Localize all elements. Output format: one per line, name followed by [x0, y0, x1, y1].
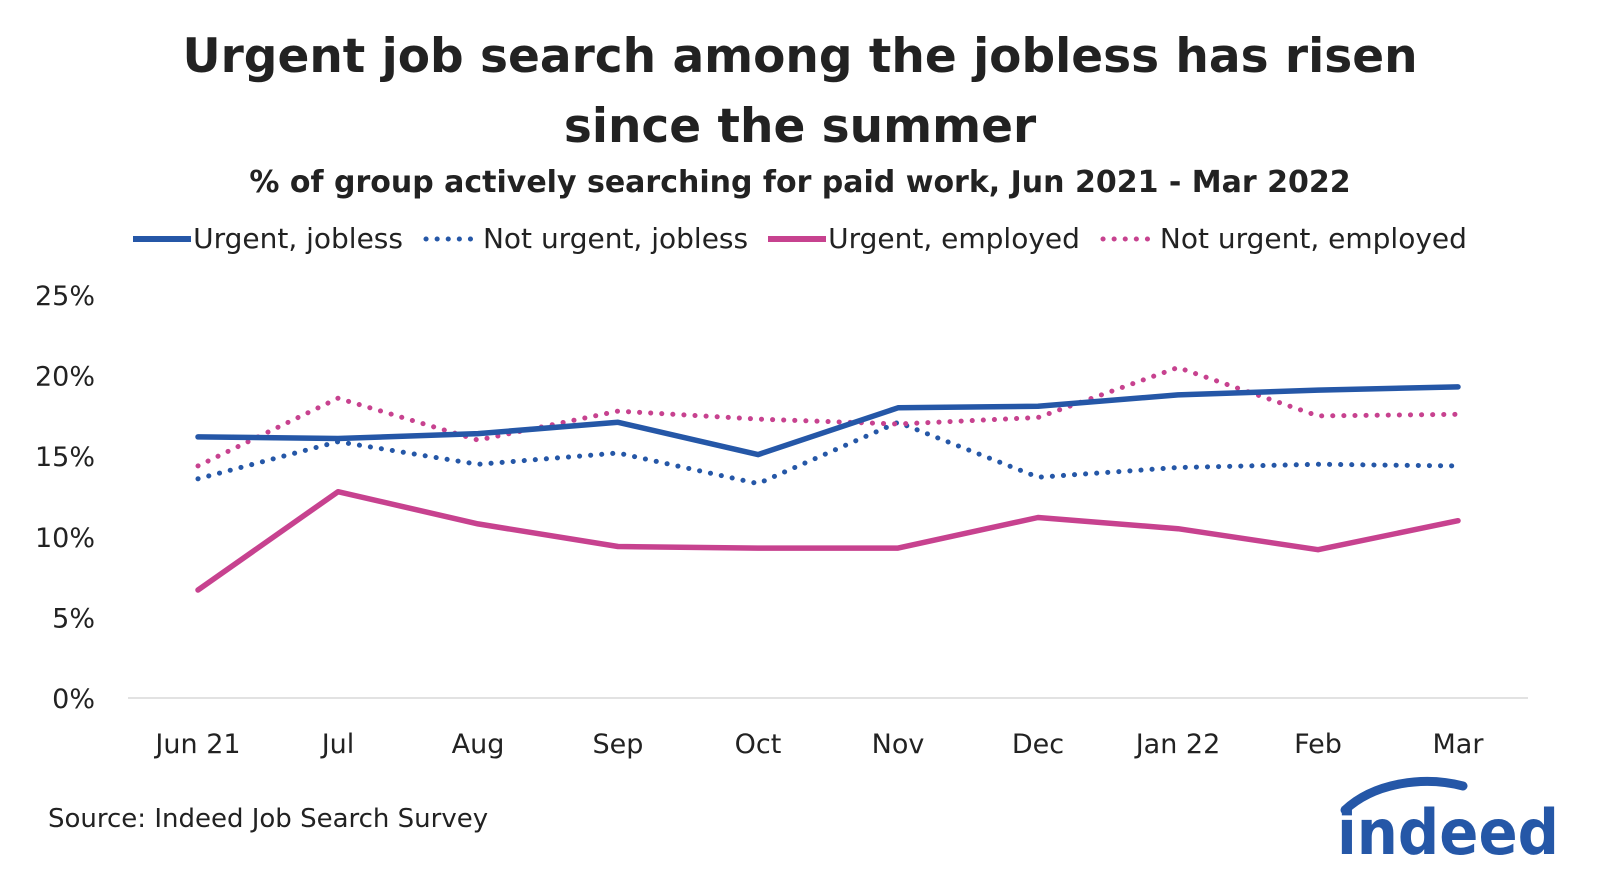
logo-arc [1340, 777, 1468, 815]
y-tick-label: 20% [35, 362, 95, 393]
x-tick-label: Feb [1294, 729, 1342, 760]
x-tick-label: Sep [593, 729, 644, 760]
legend-swatch-urgent-employed [768, 235, 827, 242]
legend-item-not-urgent-employed: Not urgent, employed [1100, 222, 1467, 255]
chart-title-line-2: since the summer [563, 99, 1037, 154]
legend-label-urgent-jobless: Urgent, jobless [193, 222, 403, 255]
y-tick-label: 15% [35, 442, 95, 473]
logo-wordmark: indeed [1337, 796, 1559, 862]
legend-label-not-urgent-jobless: Not urgent, jobless [482, 222, 749, 255]
legend-item-urgent-employed: Urgent, employed [768, 222, 1080, 255]
series-line-urgent-jobless [195, 384, 1461, 458]
series-line-not-urgent-employed [195, 365, 1461, 469]
chart-subtitle: % of group actively searching for paid w… [249, 165, 1351, 200]
chart-title-line-1: Urgent job search among the jobless has … [182, 29, 1418, 84]
x-tick-label: Oct [735, 729, 782, 760]
legend-swatch-urgent-jobless [133, 235, 192, 242]
y-tick-label: 25% [35, 281, 95, 312]
legend-label-not-urgent-employed: Not urgent, employed [1159, 222, 1467, 255]
x-tick-label: Mar [1433, 729, 1485, 760]
y-tick-label: 5% [52, 603, 95, 634]
x-tick-label: Dec [1012, 729, 1064, 760]
legend-item-urgent-jobless: Urgent, jobless [133, 222, 403, 255]
x-tick-label: Jul [320, 729, 355, 760]
legend-swatch-not-urgent-jobless [423, 236, 481, 241]
y-tick-label: 10% [35, 523, 95, 554]
legend-item-not-urgent-jobless: Not urgent, jobless [423, 222, 748, 255]
x-tick-label: Nov [872, 729, 925, 760]
legend-label-urgent-employed: Urgent, employed [828, 222, 1080, 255]
x-tick-label: Jun 21 [153, 729, 240, 760]
legend-swatch-not-urgent-employed [1100, 236, 1158, 241]
x-tick-label: Aug [452, 729, 505, 760]
y-tick-label: 0% [52, 684, 95, 715]
series-line-urgent-employed [195, 488, 1461, 593]
source-note: Source: Indeed Job Search Survey [48, 804, 489, 834]
x-tick-label: Jan 22 [1134, 729, 1221, 760]
legend: Urgent, jobless Not urgent, jobless Urge… [0, 222, 1600, 255]
chart-title: Urgent job search among the jobless has … [0, 22, 1600, 162]
indeed-logo: indeed [1337, 777, 1559, 862]
